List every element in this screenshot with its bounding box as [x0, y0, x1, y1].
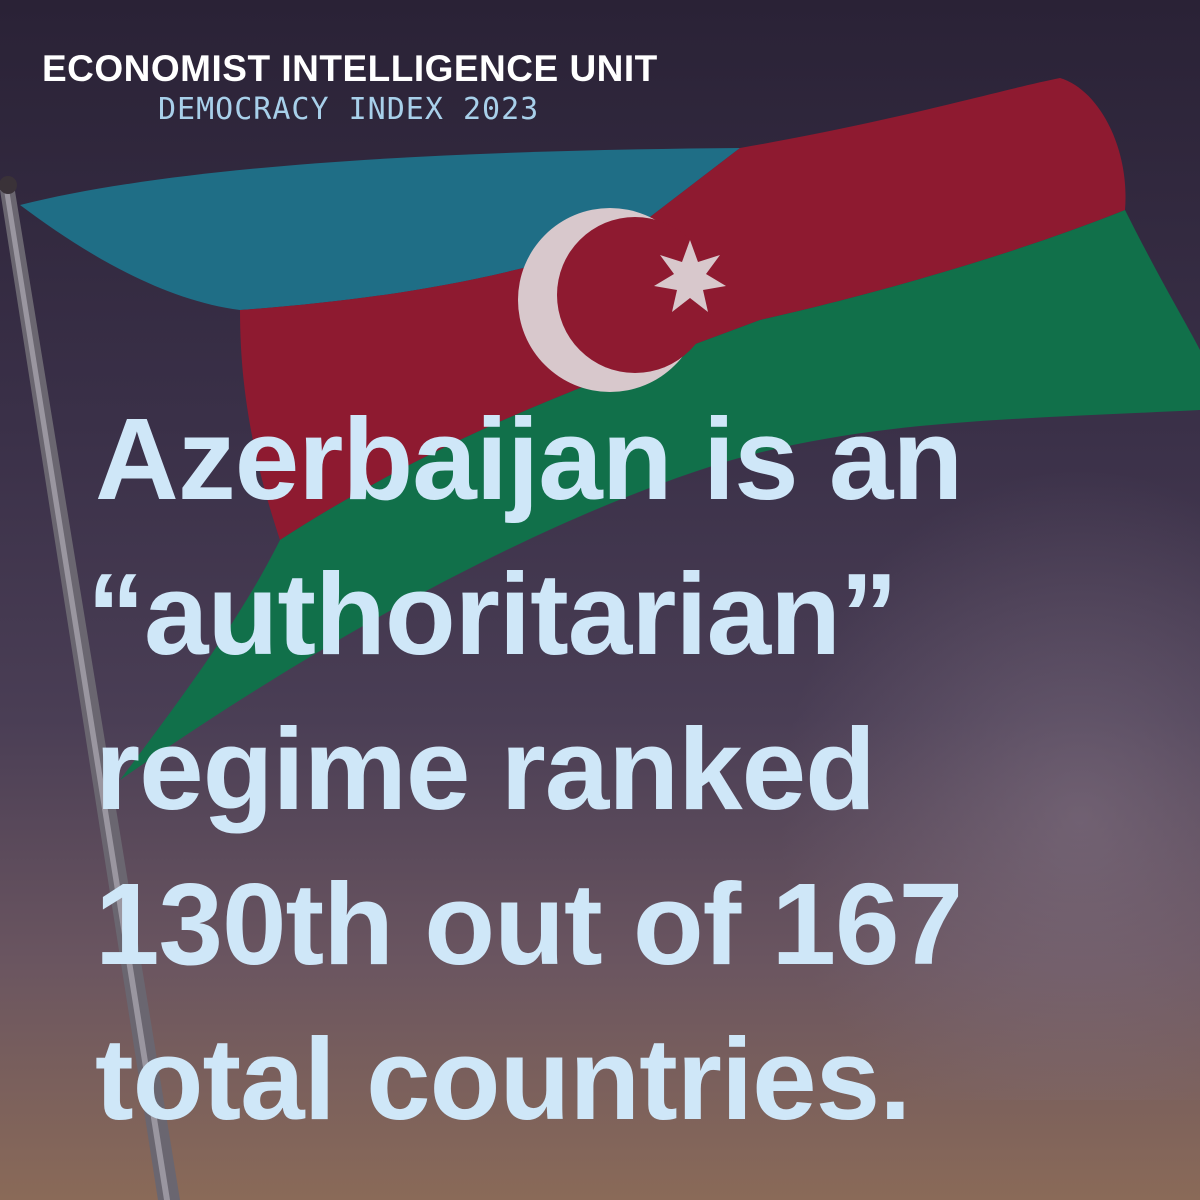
organization-title: ECONOMIST INTELLIGENCE UNIT: [42, 48, 658, 89]
headline-line: Azerbaijan is an: [95, 394, 963, 524]
headline-line: “authoritarian”: [87, 549, 898, 679]
headline-line: total countries.: [95, 1014, 911, 1144]
header: ECONOMIST INTELLIGENCE UNIT DEMOCRACY IN…: [42, 48, 658, 127]
headline-line: 130th out of 167: [95, 859, 963, 989]
flag: [20, 78, 1200, 780]
flag-pole: [0, 176, 180, 1200]
headline: Azerbaijan is an “authoritarian” regime …: [87, 382, 1175, 1157]
subtitle: DEMOCRACY INDEX 2023: [158, 92, 540, 127]
headline-line: regime ranked: [95, 704, 876, 834]
